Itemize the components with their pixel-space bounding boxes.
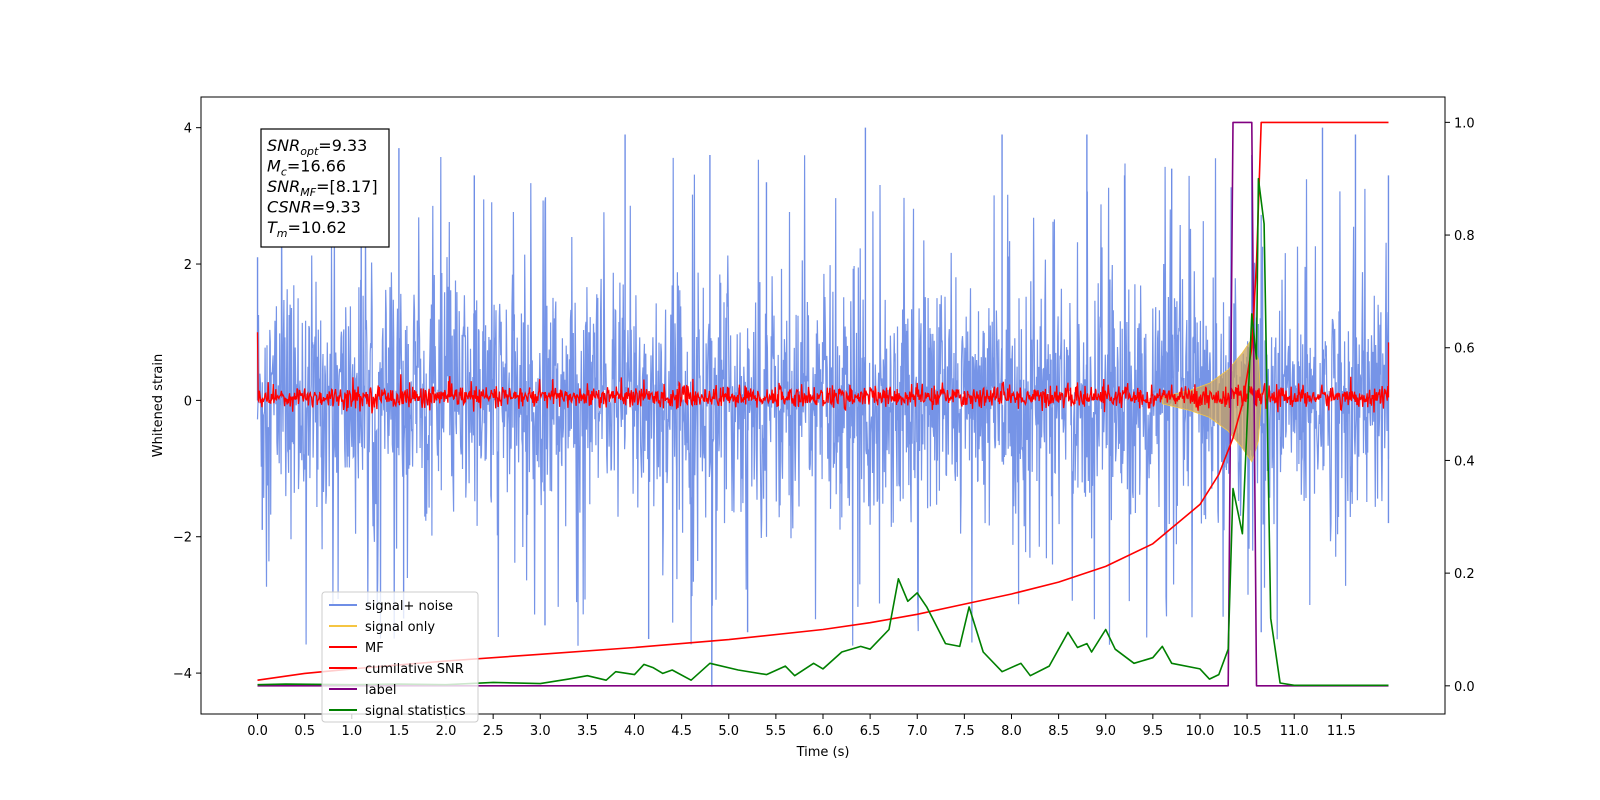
y-left-tick-label: 2 <box>184 258 192 273</box>
x-tick-label: 4.5 <box>671 724 692 739</box>
x-tick-label: 6.5 <box>860 724 881 739</box>
y-right-tick-label: 0.0 <box>1454 680 1475 695</box>
legend: signal+ noise signal only MF cumilative SNR… <box>321 591 479 723</box>
x-tick-label: 8.0 <box>1001 724 1022 739</box>
info-box-frame <box>260 128 390 248</box>
x-tick-label: 5.5 <box>766 724 787 739</box>
x-tick-label: 2.0 <box>436 724 457 739</box>
legend-entry: signal only <box>365 620 435 635</box>
y-left-tick-label: −2 <box>173 531 192 546</box>
x-tick-label: 5.0 <box>718 724 739 739</box>
y-right-tick-label: 1.0 <box>1454 116 1475 131</box>
x-tick-label: 9.5 <box>1143 724 1164 739</box>
x-axis-label: Time (s) <box>796 745 850 760</box>
x-tick-label: 7.0 <box>907 724 928 739</box>
x-tick-label: 0.5 <box>294 724 315 739</box>
info-snr-mf: SNRMF=[8.17] <box>267 177 378 199</box>
x-tick-label: 7.5 <box>954 724 975 739</box>
y-right-tick-label: 0.4 <box>1454 454 1475 469</box>
series-signal-statistics <box>257 177 1389 687</box>
legend-entry: cumilative SNR <box>365 662 464 677</box>
info-box: SNRopt=9.33Mc=16.66SNRMF=[8.17]CSNR=9.33… <box>260 128 390 248</box>
legend-entry: MF <box>365 641 384 656</box>
plot-area <box>256 121 1390 687</box>
x-tick-label: 0.0 <box>247 724 268 739</box>
y-left-tick-label: 0 <box>184 394 192 409</box>
legend-entry: label <box>365 683 396 698</box>
x-tick-label: 8.5 <box>1048 724 1069 739</box>
legend-frame <box>321 591 479 723</box>
series-label <box>257 121 1389 687</box>
x-tick-label: 3.5 <box>577 724 598 739</box>
info-csnr: CSNR=9.33 <box>267 198 361 217</box>
x-tick-label: 1.5 <box>389 724 410 739</box>
series-cumulative-snr <box>257 121 1389 681</box>
axes: 0.0 0.5 1.0 1.5 2.0 2.5 3.0 3.5 4.0 4.5 5.0 5.5 6.0 6… <box>151 96 1475 760</box>
x-tick-label: 1.0 <box>341 724 362 739</box>
x-tick-label: 3.0 <box>530 724 551 739</box>
x-tick-label: 10.0 <box>1185 724 1214 739</box>
y-left-tick-label: −4 <box>173 667 192 682</box>
legend-entry: signal+ noise <box>365 599 453 614</box>
y-right-tick-label: 0.8 <box>1454 229 1475 244</box>
y-right-tick-label: 0.6 <box>1454 342 1475 357</box>
series-mf <box>256 332 1390 414</box>
x-tick-label: 9.0 <box>1095 724 1116 739</box>
legend-entry: signal statistics <box>365 704 466 719</box>
x-tick-label: 11.0 <box>1280 724 1309 739</box>
x-tick-label: 11.5 <box>1327 724 1356 739</box>
y-right-tick-label: 0.2 <box>1454 567 1475 582</box>
y-left-tick-label: 4 <box>184 122 192 137</box>
info-snr-opt: SNRopt=9.33 <box>267 136 367 158</box>
x-tick-label: 10.5 <box>1233 724 1262 739</box>
info-tm: Tm=10.62 <box>267 218 347 240</box>
y-axis-label: Whitened strain <box>151 354 166 457</box>
plot-clip-group <box>256 121 1390 687</box>
series-signal-only <box>1161 338 1262 463</box>
x-tick-label: 6.0 <box>813 724 834 739</box>
info-mc: Mc=16.66 <box>267 157 346 179</box>
x-tick-label: 4.0 <box>624 724 645 739</box>
x-tick-label: 2.5 <box>483 724 504 739</box>
